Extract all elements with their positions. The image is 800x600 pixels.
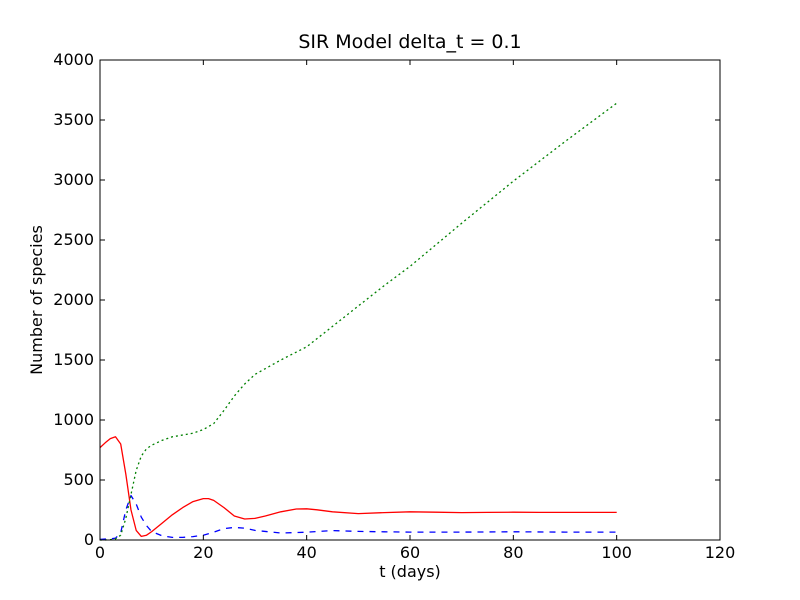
y-tick-label: 4000: [53, 50, 94, 69]
y-tick-label: 2000: [53, 290, 94, 309]
y-axis: 0 500 1000 1500 2000 2500 3000 3500 4000: [53, 50, 720, 549]
y-tick-label: 3500: [53, 110, 94, 129]
x-tick-label: 120: [705, 543, 736, 562]
x-axis: 0 20 40 60 80 100 120: [95, 60, 735, 562]
y-tick-label: 500: [63, 470, 94, 489]
x-tick-label: 0: [95, 543, 105, 562]
plot-frame: [99, 59, 721, 541]
x-tick-label: 80: [503, 543, 523, 562]
green-dotted-series-line: [100, 102, 618, 541]
blue-dashed-series-line: [99, 494, 617, 541]
x-tick-label: 20: [193, 543, 213, 562]
y-tick-label: 1000: [53, 410, 94, 429]
x-tick-label: 40: [296, 543, 316, 562]
red-solid-series-line: [99, 436, 617, 538]
y-tick-label: 0: [84, 530, 94, 549]
chart-title: SIR Model delta_t = 0.1: [298, 31, 521, 53]
x-tick-label: 60: [400, 543, 420, 562]
y-tick-label: 1500: [53, 350, 94, 369]
y-tick-label: 2500: [53, 230, 94, 249]
y-axis-label: Number of species: [27, 225, 46, 375]
x-axis-label: t (days): [379, 562, 441, 581]
y-tick-label: 3000: [53, 170, 94, 189]
x-tick-label: 100: [601, 543, 632, 562]
plot-area: [99, 102, 618, 541]
